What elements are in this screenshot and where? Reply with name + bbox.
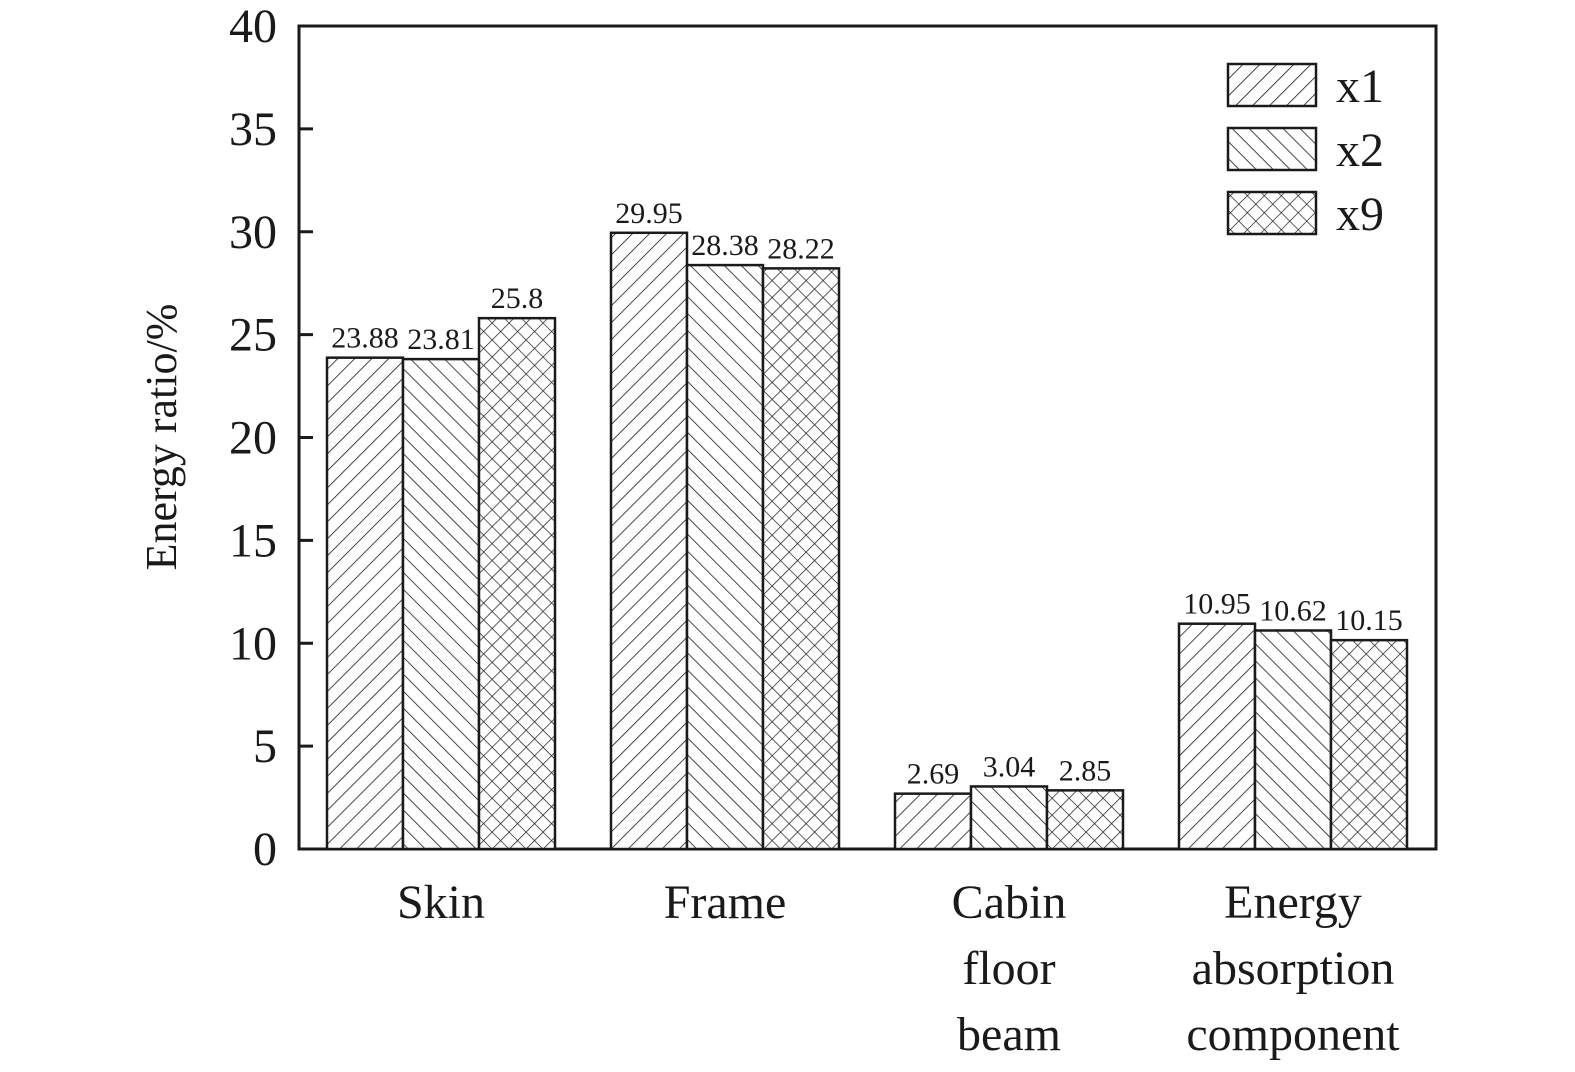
bar-x2 (685, 263, 765, 851)
category-label: Frame (664, 876, 787, 929)
y-tick-label: 25 (229, 309, 277, 362)
category-label-line: Frame (664, 876, 787, 929)
legend-label-x2: x2 (1336, 124, 1384, 177)
bar-x2 (401, 357, 481, 851)
data-label-x2: 23.81 (407, 323, 475, 356)
bars-group (325, 231, 1409, 851)
data-label-x1: 2.69 (907, 758, 960, 791)
legend-swatch-x1 (1226, 62, 1318, 108)
bar-x2 (1253, 629, 1333, 851)
y-tick-label: 5 (253, 720, 277, 773)
bar-x9 (1329, 638, 1409, 851)
bar-x1 (609, 231, 689, 851)
category-label-line: Skin (397, 876, 485, 929)
data-label-x9: 25.8 (491, 282, 544, 315)
legend-label-x9: x9 (1336, 188, 1384, 241)
category-label: Skin (397, 876, 485, 929)
data-label-x2: 10.62 (1259, 594, 1327, 627)
category-label-line: Cabin (952, 876, 1067, 929)
y-tick-label: 40 (229, 0, 277, 53)
data-label-x2: 3.04 (983, 750, 1036, 783)
category-label-line: component (1186, 1008, 1400, 1061)
bar-x1 (1177, 622, 1257, 851)
category-label-line: floor (962, 942, 1055, 995)
y-tick-label: 0 (253, 823, 277, 876)
bar-x1 (893, 792, 973, 851)
category-label: Energy absorption component (1186, 876, 1400, 1061)
y-tick-label: 35 (229, 103, 277, 156)
data-label-x1: 23.88 (331, 322, 399, 355)
y-tick-label: 10 (229, 617, 277, 670)
bar-x1 (325, 356, 405, 851)
y-tick-label: 20 (229, 412, 277, 465)
bar-x9 (477, 316, 557, 851)
legend-swatch-x9 (1226, 190, 1318, 236)
category-label-line: beam (957, 1008, 1061, 1061)
category-label-line: absorption (1192, 942, 1395, 995)
y-tick-label: 15 (229, 514, 277, 567)
data-label-x9: 28.22 (767, 232, 835, 265)
legend-label-x1: x1 (1336, 60, 1384, 113)
y-axis-title: Energy ratio/% (137, 304, 186, 571)
bar-x9 (1045, 789, 1125, 851)
category-label: Cabin floor beam (952, 876, 1067, 1061)
data-label-x1: 10.95 (1183, 588, 1251, 621)
y-axis-ticks: 0 5 10 15 20 25 30 35 40 (229, 0, 313, 876)
data-label-x9: 2.85 (1059, 754, 1112, 787)
x-axis-category-labels: Skin Frame Cabin floor beam Energy absorption c… (397, 876, 1400, 1061)
legend-swatch-x2 (1226, 126, 1318, 172)
bar-x2 (969, 785, 1049, 851)
category-label-line: Energy (1224, 876, 1362, 929)
data-label-x1: 29.95 (615, 197, 683, 230)
data-label-x2: 28.38 (691, 229, 759, 262)
legend: x1 x2 x9 (1226, 60, 1384, 241)
bar-x9 (761, 267, 841, 851)
y-tick-label: 30 (229, 206, 277, 259)
data-label-x9: 10.15 (1335, 604, 1403, 637)
